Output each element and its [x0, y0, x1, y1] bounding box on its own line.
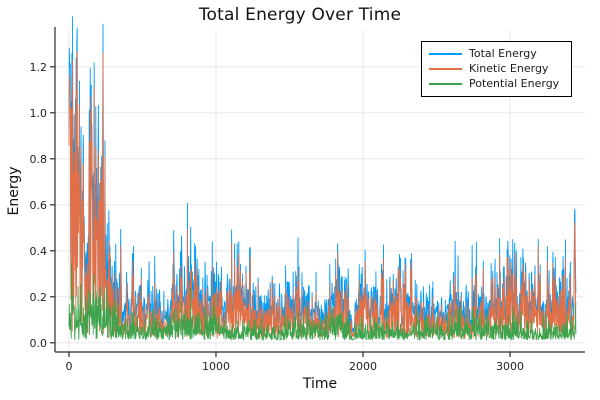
svg-text:0.0: 0.0 — [30, 337, 48, 350]
legend-line-kinetic-energy-icon — [429, 67, 462, 70]
svg-text:0.2: 0.2 — [30, 291, 48, 304]
svg-text:0: 0 — [65, 360, 72, 373]
svg-text:0.6: 0.6 — [30, 199, 48, 212]
svg-text:1.0: 1.0 — [30, 107, 48, 120]
svg-text:3000: 3000 — [496, 360, 524, 373]
legend-line-total-energy-icon — [429, 52, 462, 55]
legend-label-total-energy: Total Energy — [469, 47, 537, 60]
svg-text:0.8: 0.8 — [30, 153, 48, 166]
legend-item-total-energy: Total Energy — [429, 46, 563, 61]
legend-item-potential-energy: Potential Energy — [429, 76, 563, 91]
x-axis-label: Time — [302, 376, 338, 392]
legend-label-potential-energy: Potential Energy — [469, 77, 560, 90]
legend-label-kinetic-energy: Kinetic Energy — [469, 62, 549, 75]
svg-text:2000: 2000 — [349, 360, 377, 373]
svg-text:0.4: 0.4 — [30, 245, 48, 258]
svg-text:1.2: 1.2 — [30, 61, 48, 74]
chart-title: Total Energy Over Time — [198, 5, 402, 25]
svg-text:1000: 1000 — [202, 360, 230, 373]
legend-line-potential-energy-icon — [429, 82, 462, 85]
legend-item-kinetic-energy: Kinetic Energy — [429, 61, 563, 76]
legend: Total Energy Kinetic Energy Potential En… — [421, 41, 572, 97]
y-axis-label: Energy — [6, 166, 22, 216]
